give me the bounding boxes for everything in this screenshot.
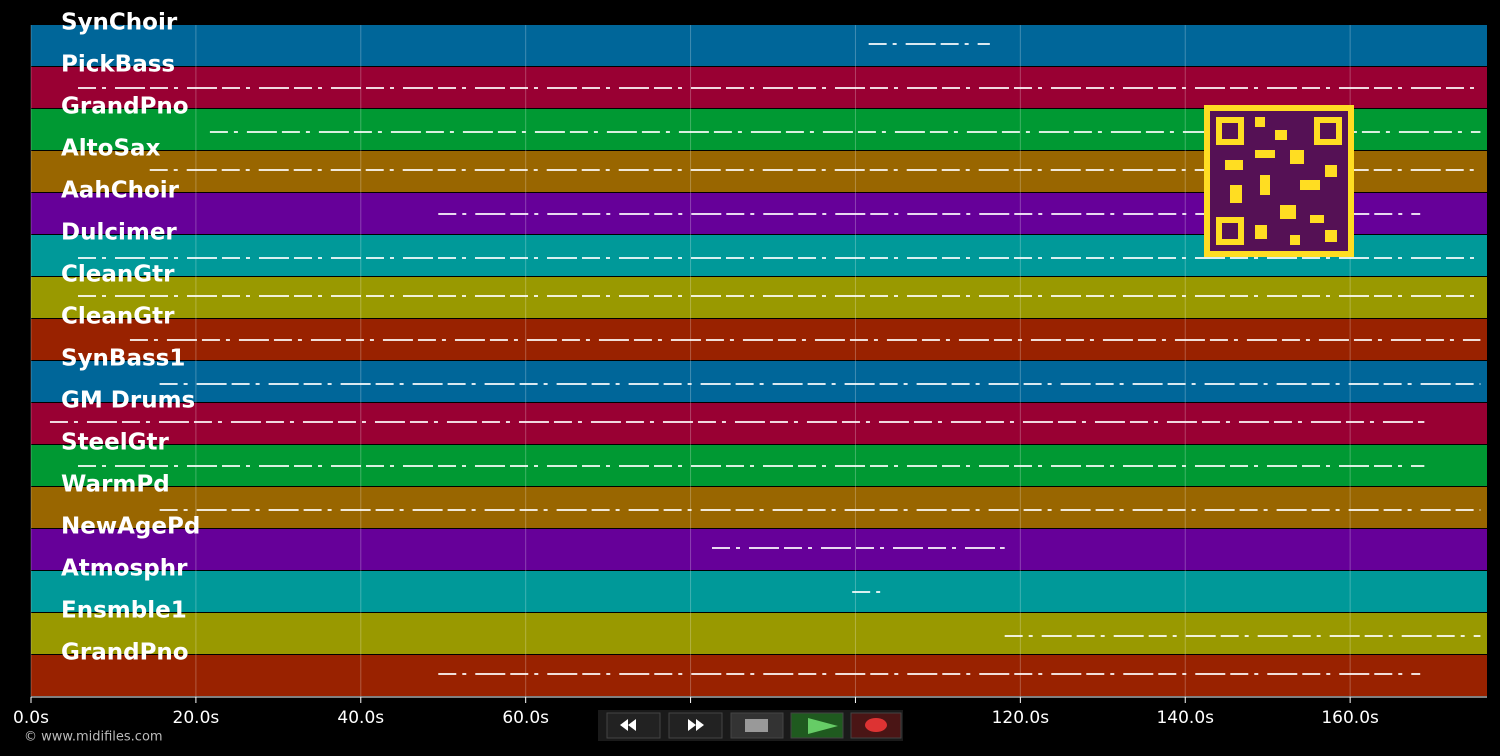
stop-button[interactable] [730,712,784,739]
track-name: CleanGtr [61,304,175,330]
fast-forward-button[interactable] [668,712,723,739]
transport-controls [598,710,903,741]
track-name: CleanGtr [61,262,175,288]
track-name: GM Drums [61,388,195,414]
tick-label: 140.0s [1156,708,1214,728]
track-band [31,277,1487,318]
tick-label: 60.0s [502,708,549,728]
track-name: Atmosphr [61,556,188,582]
track-band [31,613,1487,654]
track-name: GrandPno [61,640,189,666]
tick-label: 40.0s [337,708,384,728]
tick-label: 160.0s [1321,708,1379,728]
track-band [31,487,1487,528]
track-band [31,361,1487,402]
track-band [31,25,1487,66]
track-name: SteelGtr [61,430,170,456]
track-band [31,655,1487,696]
track-name: NewAgePd [61,514,200,540]
track-labels: SynChoir PickBass GrandPno AltoSax AahChoir D… [61,10,200,666]
rewind-button[interactable] [606,712,661,739]
track-band [31,529,1487,570]
track-name: SynBass1 [61,346,185,372]
track-name: Ensmble1 [61,598,187,624]
copyright: © www.midifiles.com [24,730,163,745]
track-band [31,403,1487,444]
track-name: AltoSax [61,136,161,162]
track-band [31,571,1487,612]
tick-label: 20.0s [173,708,220,728]
track-name: AahChoir [61,178,180,204]
play-button[interactable] [790,712,844,739]
tick-label: 0.0s [13,708,49,728]
track-name: Dulcimer [61,220,177,246]
track-name: WarmPd [61,472,170,498]
track-name: GrandPno [61,94,189,120]
record-button[interactable] [850,712,902,739]
track-name: PickBass [61,52,175,78]
grid [30,25,1351,697]
tick-label: 120.0s [992,708,1050,728]
track-name: SynChoir [61,10,178,36]
qr-code [1204,105,1354,257]
